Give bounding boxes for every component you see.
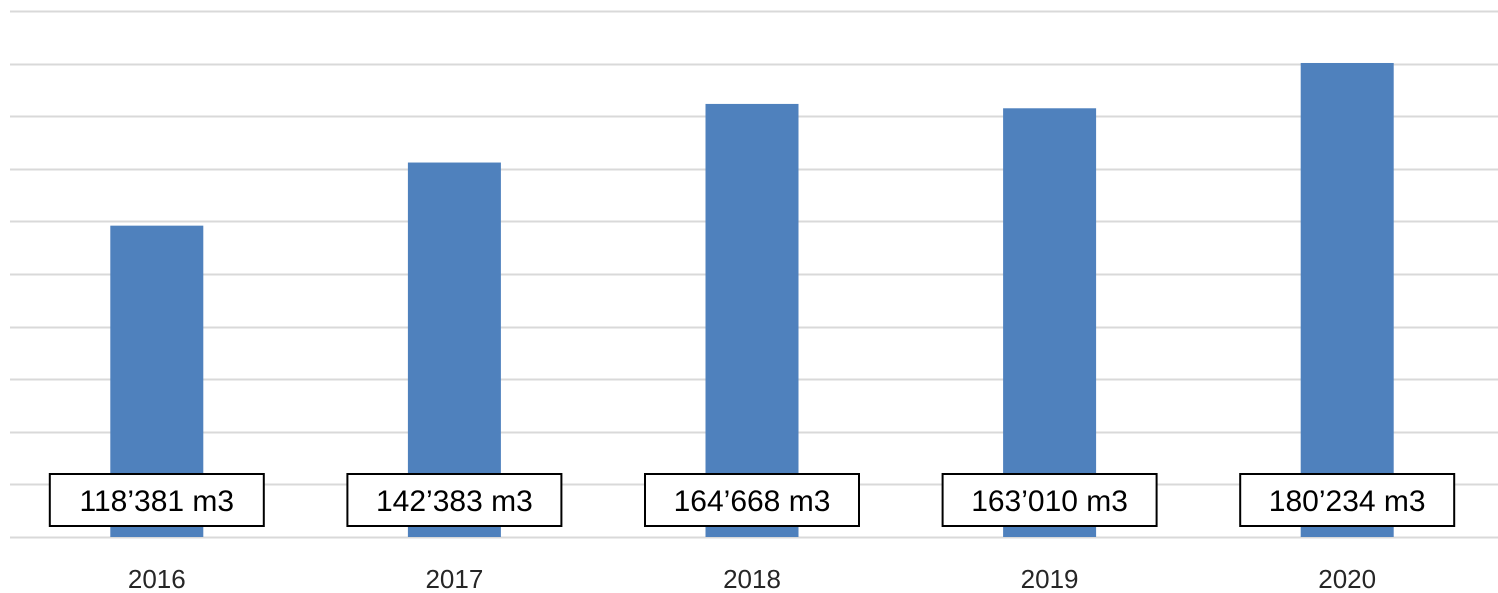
- x-tick-label: 2016: [128, 564, 186, 593]
- data-label-box: [346, 473, 563, 527]
- data-label: 142’383 m3: [376, 485, 533, 518]
- data-label: 118’381 m3: [80, 485, 235, 518]
- x-tick-label: 2020: [1318, 564, 1376, 593]
- data-label: 163’010 m3: [971, 485, 1128, 518]
- data-labels: 118’381 m3 142’383 m3 164’668 m3 163’010 m3…: [48, 473, 1456, 527]
- data-label-box: [1239, 473, 1456, 527]
- data-label: 180’234 m3: [1269, 485, 1426, 518]
- data-label-box: [48, 473, 265, 527]
- x-tick-label: 2017: [425, 564, 483, 593]
- data-label-box: [644, 473, 860, 527]
- bar-2020: [1300, 62, 1394, 537]
- x-tick-label: 2019: [1021, 564, 1079, 593]
- x-tick-label: 2018: [723, 564, 781, 593]
- data-label: 164’668 m3: [674, 485, 831, 518]
- bar-2019: [1003, 108, 1097, 538]
- bar-2018: [705, 103, 799, 537]
- bars: [110, 62, 1394, 538]
- x-tick-labels: 2016 2017 2018 2019 2020: [128, 564, 1376, 593]
- data-label-box: [941, 473, 1158, 527]
